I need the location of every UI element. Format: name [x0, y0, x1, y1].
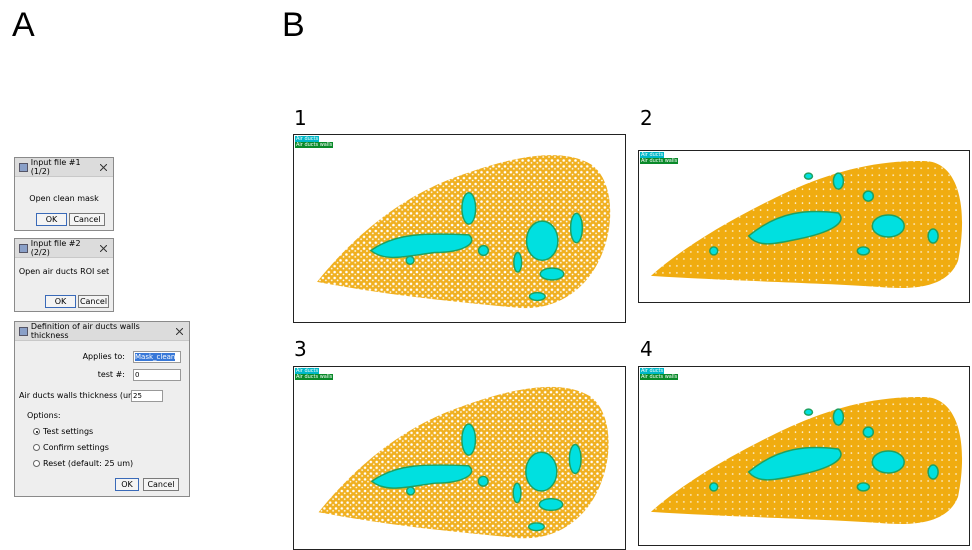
title-bar: Input file #1 (1/2) [15, 158, 113, 177]
field-label: Applies to: [83, 352, 125, 361]
lung-section [294, 367, 624, 550]
image: Air ducts Air ducts walls [293, 366, 626, 550]
image: Air ducts Air ducts walls [638, 366, 970, 546]
dialog: Input file #1 (1/2) Open clean mask OK C… [14, 157, 114, 231]
field-value: 0 [135, 371, 139, 379]
panel-label: B [282, 6, 305, 45]
panel-label: A [12, 6, 35, 45]
close-button[interactable] [100, 164, 107, 171]
message: Open air ducts ROI set [15, 267, 113, 276]
options-label: Options: [27, 411, 61, 420]
field-value: 25 [133, 392, 142, 400]
ok-button[interactable]: OK [45, 295, 76, 308]
text-field[interactable]: 25 [131, 390, 163, 402]
image-label: 1 [294, 106, 307, 130]
image: Air ducts Air ducts walls [638, 150, 970, 303]
cancel-button[interactable]: Cancel [69, 213, 105, 226]
text-field[interactable]: 0 [133, 369, 181, 381]
app-icon [19, 327, 28, 336]
text-field[interactable]: Mask_clean [133, 351, 181, 363]
app-icon [19, 244, 28, 253]
lung-section [639, 151, 968, 301]
ok-button[interactable]: OK [115, 478, 139, 491]
radio-option[interactable]: Confirm settings [33, 443, 109, 452]
option-text: Test settings [43, 427, 93, 436]
option-text: Confirm settings [43, 443, 109, 452]
app-icon [19, 163, 28, 172]
dialog-title: Input file #1 (1/2) [31, 158, 100, 176]
radio-option[interactable]: Test settings [33, 427, 93, 436]
image-label: 4 [640, 337, 653, 361]
option-text: Reset (default: 25 um) [43, 459, 133, 468]
field-label: test #: [98, 370, 125, 379]
image-label: 2 [640, 106, 653, 130]
field-label: Air ducts walls thickness (um): [19, 391, 142, 400]
dialog-title: Input file #2 (2/2) [31, 239, 100, 257]
message: Open clean mask [15, 194, 113, 203]
title-bar: Definition of air ducts walls thickness [15, 322, 189, 341]
legend-entry: Air ducts walls [640, 374, 678, 380]
ok-button[interactable]: OK [36, 213, 67, 226]
dialog: Definition of air ducts walls thickness … [14, 321, 190, 497]
field-value: Mask_clean [135, 353, 175, 361]
cancel-button[interactable]: Cancel [78, 295, 109, 308]
figure: {"panel_a": {"label": "A", "dialogs": [ … [0, 0, 972, 550]
lung-section [294, 135, 624, 321]
dialog-title: Definition of air ducts walls thickness [31, 322, 176, 340]
dialog: Input file #2 (2/2) Open air ducts ROI s… [14, 238, 114, 312]
close-button[interactable] [100, 245, 107, 252]
cancel-button[interactable]: Cancel [143, 478, 179, 491]
close-button[interactable] [176, 328, 183, 335]
title-bar: Input file #2 (2/2) [15, 239, 113, 258]
image: Air ducts Air ducts walls [293, 134, 626, 323]
image-label: 3 [294, 337, 307, 361]
lung-section [639, 382, 968, 542]
radio-option[interactable]: Reset (default: 25 um) [33, 459, 133, 468]
